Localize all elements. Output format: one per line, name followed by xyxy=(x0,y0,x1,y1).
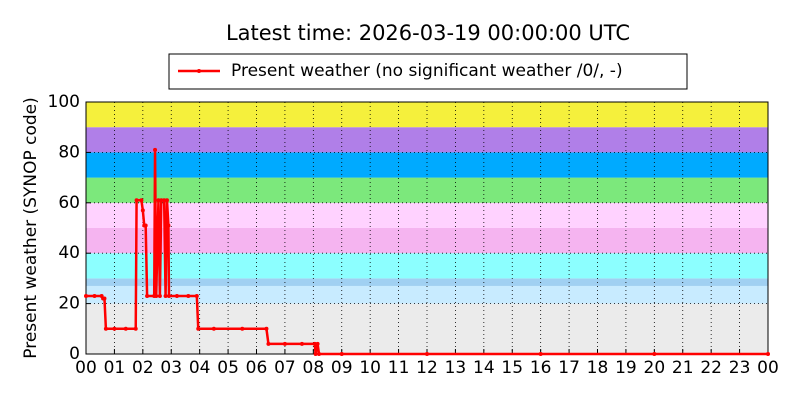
x-tick-label: 15 xyxy=(501,358,523,378)
data-point xyxy=(194,294,199,299)
x-tick-label: 03 xyxy=(160,358,182,378)
x-tick-label: 19 xyxy=(615,358,637,378)
y-tick-label: 80 xyxy=(58,142,80,162)
x-tick-label: 22 xyxy=(700,358,722,378)
x-tick-label: 14 xyxy=(473,358,495,378)
legend-box xyxy=(168,53,688,90)
data-point xyxy=(166,223,171,228)
data-point xyxy=(174,294,179,299)
x-tick-label: 12 xyxy=(416,358,438,378)
data-point xyxy=(766,352,770,356)
x-tick-label: 10 xyxy=(359,358,381,378)
x-tick-label: 00 xyxy=(75,358,97,378)
x-tick-label: 04 xyxy=(189,358,211,378)
data-point xyxy=(159,198,164,203)
legend-marker xyxy=(197,69,201,73)
data-point xyxy=(425,352,429,356)
x-tick-label: 08 xyxy=(303,358,325,378)
data-point xyxy=(143,223,148,228)
data-point xyxy=(139,198,144,203)
data-point xyxy=(264,326,269,331)
data-point xyxy=(211,326,216,331)
data-point xyxy=(103,326,108,331)
data-point xyxy=(102,296,107,301)
data-point xyxy=(317,352,322,356)
band xyxy=(86,228,768,254)
x-tick-label: 13 xyxy=(445,358,467,378)
data-point xyxy=(315,341,320,346)
y-axis-label: Present weather (SYNOP code) xyxy=(21,97,41,358)
data-point xyxy=(112,326,117,331)
y-tick-label: 40 xyxy=(58,243,80,263)
data-point xyxy=(313,352,318,356)
y-tick-label: 60 xyxy=(58,193,80,213)
data-point xyxy=(157,294,162,299)
data-point xyxy=(186,294,191,299)
data-point xyxy=(133,326,138,331)
data-point xyxy=(538,352,543,356)
data-point xyxy=(652,352,657,356)
data-point xyxy=(156,198,161,203)
x-tick-label: 18 xyxy=(587,358,609,378)
x-tick-label: 09 xyxy=(331,358,353,378)
data-point xyxy=(196,326,201,331)
data-point xyxy=(123,326,128,331)
chart-title: Latest time: 2026-03-19 00:00:00 UTC xyxy=(226,21,630,45)
x-tick-label: 07 xyxy=(274,358,296,378)
x-tick-label: 11 xyxy=(388,358,410,378)
data-point xyxy=(153,147,158,152)
x-tick-label: 00 xyxy=(757,358,779,378)
x-tick-label: 17 xyxy=(558,358,580,378)
data-point xyxy=(163,294,168,299)
data-point xyxy=(92,294,97,299)
data-point xyxy=(140,208,145,213)
data-point xyxy=(266,341,271,346)
data-point xyxy=(299,341,304,346)
data-point xyxy=(154,294,159,299)
x-tick-label: 23 xyxy=(729,358,751,378)
x-tick-label: 02 xyxy=(132,358,154,378)
x-tick-label: 05 xyxy=(217,358,239,378)
x-tick-label: 20 xyxy=(644,358,666,378)
data-point xyxy=(84,294,88,299)
x-tick-label: 06 xyxy=(246,358,268,378)
data-point xyxy=(134,198,139,203)
y-tick-label: 0 xyxy=(69,344,80,364)
band xyxy=(86,152,768,178)
data-point xyxy=(240,326,245,331)
band xyxy=(86,127,768,153)
data-point xyxy=(145,294,150,299)
data-point xyxy=(339,352,344,356)
y-tick-label: 100 xyxy=(48,92,80,112)
data-point xyxy=(166,294,171,299)
x-tick-label: 21 xyxy=(672,358,694,378)
y-tick-label: 20 xyxy=(58,294,80,314)
x-tick-label: 16 xyxy=(530,358,552,378)
data-point xyxy=(282,341,287,346)
data-point xyxy=(164,198,169,203)
legend-label: Present weather (no significant weather … xyxy=(231,61,623,81)
data-point xyxy=(312,341,317,346)
data-point xyxy=(162,198,167,203)
x-tick-label: 01 xyxy=(104,358,126,378)
